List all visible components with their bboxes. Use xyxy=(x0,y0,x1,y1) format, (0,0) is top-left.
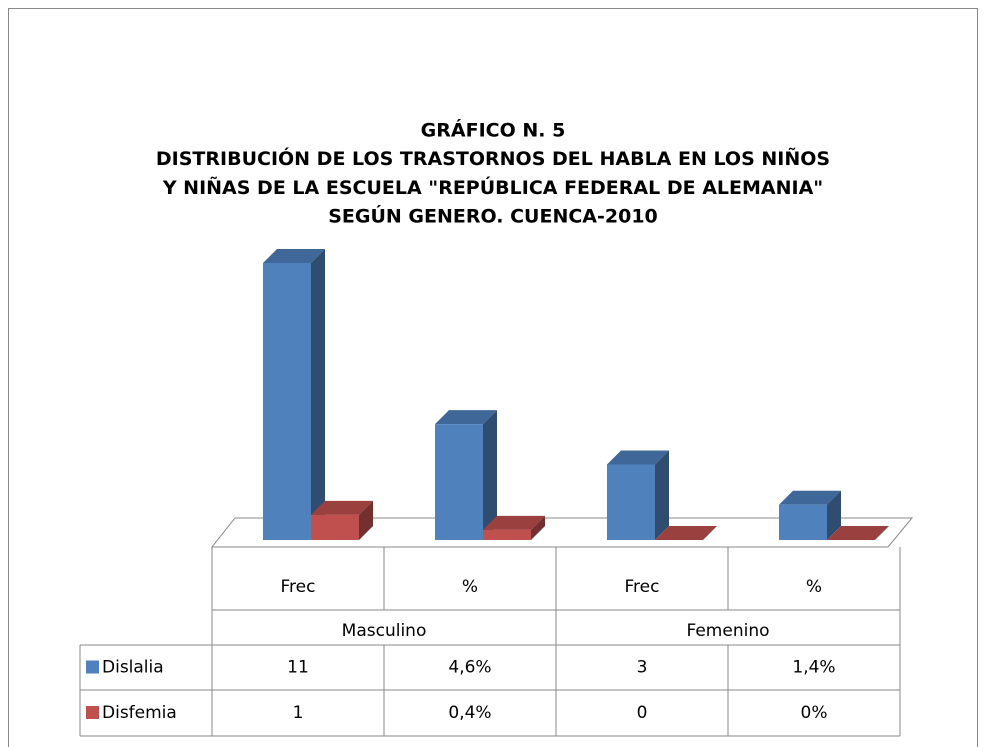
legend-swatch xyxy=(86,660,99,674)
bar-face xyxy=(483,410,497,540)
legend-swatch xyxy=(86,706,99,719)
bar xyxy=(607,450,669,540)
bar-face xyxy=(483,529,531,540)
bar-face xyxy=(607,464,655,540)
bar xyxy=(435,410,497,540)
bar-face xyxy=(779,490,841,505)
bar-face xyxy=(779,504,827,540)
bar-face xyxy=(311,500,373,515)
bar-face xyxy=(311,249,325,540)
data-label: 3 xyxy=(637,658,648,678)
group-label: Masculino xyxy=(342,621,427,641)
bar-face xyxy=(655,526,717,540)
bar-face xyxy=(655,450,669,540)
bar xyxy=(779,490,841,540)
bar-face xyxy=(359,500,373,540)
data-label: 1,4% xyxy=(792,658,835,678)
bar xyxy=(483,515,545,540)
data-label: 0 xyxy=(637,703,648,723)
chart-title: Y NIÑAS DE LA ESCUELA "REPÚBLICA FEDERAL… xyxy=(162,175,823,199)
bar-face xyxy=(531,515,545,540)
data-label: 11 xyxy=(287,658,309,678)
data-label: 4,6% xyxy=(448,658,491,678)
data-label: 0,4% xyxy=(448,703,491,723)
x-tick-label: % xyxy=(462,577,478,597)
chart-title: DISTRIBUCIÓN DE LOS TRASTORNOS DEL HABLA… xyxy=(156,146,830,170)
bar xyxy=(827,526,889,540)
legend-label: Dislalia xyxy=(102,658,164,678)
bar xyxy=(311,500,373,540)
bar-face xyxy=(263,263,311,540)
bar-face xyxy=(483,515,545,530)
chart-title: GRÁFICO N. 5 xyxy=(421,118,566,141)
legend-label: Disfemia xyxy=(102,703,177,723)
data-label: 1 xyxy=(293,703,304,723)
data-label: 0% xyxy=(801,703,828,723)
bar-face xyxy=(435,410,497,425)
bar-face xyxy=(827,490,841,540)
bar-face xyxy=(263,249,325,263)
bar xyxy=(263,249,325,540)
group-label: Femenino xyxy=(687,621,770,641)
bar-face xyxy=(311,514,359,540)
x-tick-label: Frec xyxy=(625,577,660,597)
chart-title: SEGÚN GENERO. CUENCA-2010 xyxy=(328,204,658,228)
frame xyxy=(8,8,978,747)
bar-face xyxy=(607,450,669,465)
bar-face xyxy=(827,526,889,540)
bar xyxy=(655,526,717,540)
bar-face xyxy=(435,424,483,540)
floor xyxy=(210,517,914,548)
x-tick-label: Frec xyxy=(281,577,316,597)
x-tick-label: % xyxy=(806,577,822,597)
